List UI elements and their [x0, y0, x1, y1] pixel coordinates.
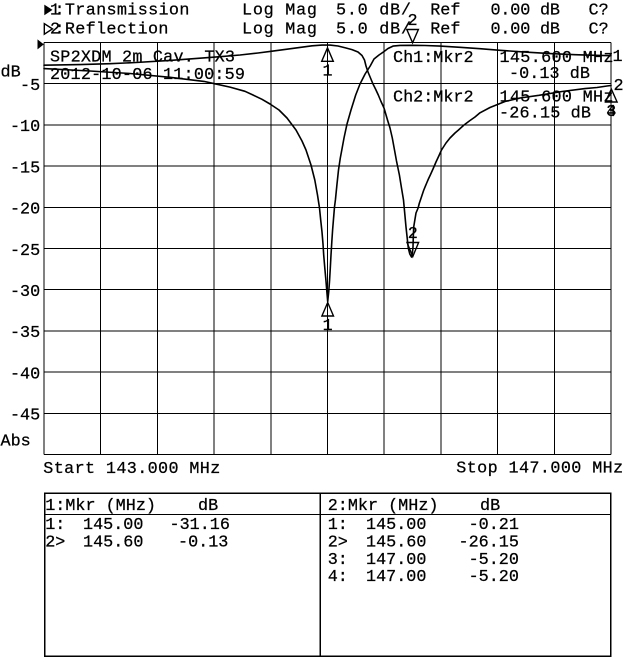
svg-text:1: 1: [323, 317, 333, 336]
svg-text:145.60: 145.60: [83, 533, 143, 552]
svg-text:-10: -10: [10, 118, 40, 137]
svg-text:2>: 2>: [328, 533, 348, 552]
svg-text:-0.21: -0.21: [469, 516, 519, 535]
svg-text:Stop 147.000 MHz: Stop 147.000 MHz: [456, 460, 623, 479]
svg-text:1:: 1:: [328, 516, 348, 535]
svg-text::: :: [55, 2, 65, 21]
svg-text:-5: -5: [20, 77, 40, 96]
svg-text:Log Mag: Log Mag: [242, 21, 317, 40]
svg-text:2: 2: [408, 12, 418, 31]
svg-text:Abs: Abs: [1, 433, 31, 452]
svg-text:Ch1:Mkr2: Ch1:Mkr2: [393, 49, 474, 68]
svg-text:Ch2:Mkr2: Ch2:Mkr2: [393, 89, 474, 108]
svg-text:-25: -25: [10, 242, 40, 261]
svg-text:0.00 dB: 0.00 dB: [491, 21, 561, 40]
svg-text:-45: -45: [10, 407, 40, 426]
svg-text:dB: dB: [198, 497, 218, 516]
svg-text:-20: -20: [10, 201, 40, 220]
svg-text:147.00: 147.00: [366, 568, 426, 587]
svg-text:1:: 1:: [45, 516, 65, 535]
svg-text:1:Mkr (MHz): 1:Mkr (MHz): [45, 497, 156, 516]
svg-text:SP2XDM 2m Cav. TX3: SP2XDM 2m Cav. TX3: [50, 49, 235, 68]
svg-text:5.0 dB/: 5.0 dB/: [336, 2, 411, 21]
svg-text:147.00: 147.00: [366, 551, 426, 570]
svg-text:2: 2: [50, 21, 60, 40]
svg-text:3:: 3:: [328, 551, 348, 570]
svg-text::: :: [55, 21, 65, 40]
svg-text:2:Mkr (MHz): 2:Mkr (MHz): [328, 497, 439, 516]
svg-text:2: 2: [408, 225, 418, 244]
svg-text:Start 143.000 MHz: Start 143.000 MHz: [43, 460, 220, 479]
svg-text:1: 1: [612, 48, 622, 67]
svg-text:C?: C?: [589, 21, 609, 40]
svg-text:145.60: 145.60: [366, 533, 426, 552]
svg-text:-0.13 dB: -0.13 dB: [509, 65, 590, 84]
svg-text:-0.13: -0.13: [178, 533, 228, 552]
svg-text:Log Mag: Log Mag: [242, 2, 317, 21]
svg-text:0.00 dB: 0.00 dB: [491, 2, 561, 21]
svg-text:C?: C?: [589, 2, 609, 21]
svg-text:-31.16: -31.16: [170, 516, 230, 535]
svg-text:Ref: Ref: [430, 21, 460, 40]
svg-text:2012-10-06 11:00:59: 2012-10-06 11:00:59: [50, 66, 245, 85]
svg-text:Transmission: Transmission: [65, 2, 189, 21]
svg-text:1: 1: [50, 2, 60, 21]
svg-text:Ref: Ref: [430, 2, 460, 21]
svg-text:-5.20: -5.20: [469, 551, 519, 570]
svg-text:145.600 MHz: 145.600 MHz: [500, 49, 614, 68]
svg-text:dB: dB: [480, 497, 500, 516]
svg-text:-15: -15: [10, 159, 40, 178]
svg-text:-26.15: -26.15: [459, 533, 519, 552]
svg-text:3: 3: [606, 103, 616, 122]
svg-text:-35: -35: [10, 324, 40, 343]
svg-text:145.00: 145.00: [366, 516, 426, 535]
svg-text:1: 1: [322, 63, 332, 82]
svg-text:-30: -30: [10, 283, 40, 302]
svg-text:dB: dB: [1, 64, 21, 83]
svg-text:Reflection: Reflection: [65, 21, 168, 40]
svg-text:4:: 4:: [328, 568, 348, 587]
svg-text:-26.15 dB: -26.15 dB: [499, 105, 591, 124]
svg-text:2: 2: [613, 77, 623, 96]
svg-text:2>: 2>: [45, 533, 65, 552]
svg-text:-5.20: -5.20: [469, 568, 519, 587]
svg-text:-40: -40: [10, 365, 40, 384]
svg-text:5.0 dB/: 5.0 dB/: [336, 21, 411, 40]
svg-text:145.00: 145.00: [83, 516, 143, 535]
svg-text:4: 4: [606, 103, 616, 122]
svg-text:145.600 MHz: 145.600 MHz: [500, 89, 614, 108]
